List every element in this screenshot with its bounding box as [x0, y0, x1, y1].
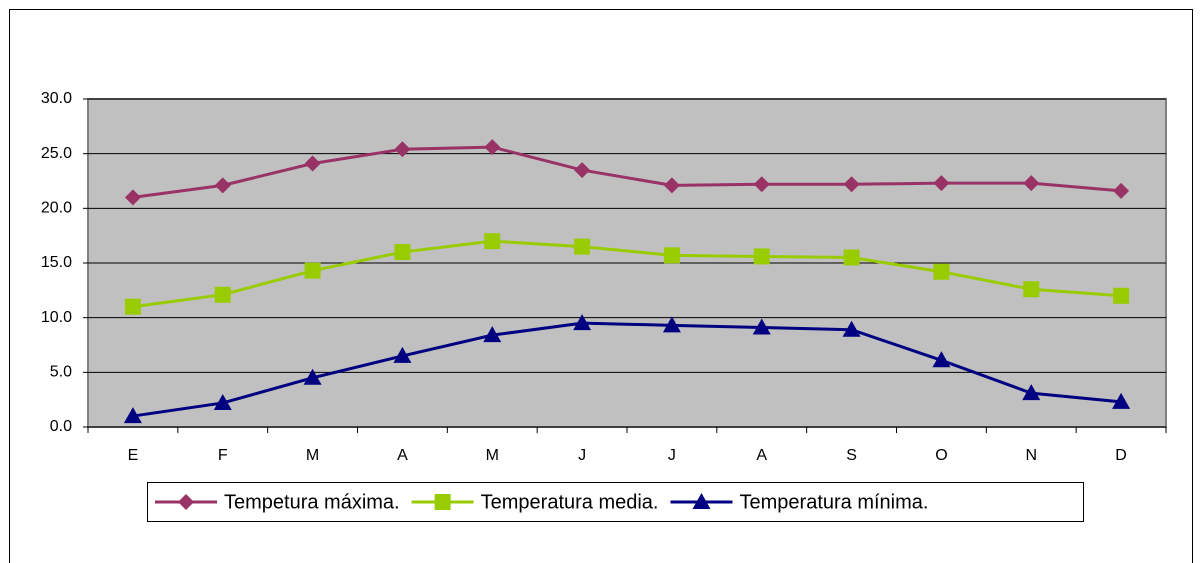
marker — [843, 249, 860, 266]
marker — [484, 233, 501, 250]
x-tick-label: N — [1025, 447, 1037, 464]
x-tick-label: D — [1115, 447, 1127, 464]
marker — [573, 314, 592, 331]
marker — [124, 298, 141, 315]
y-tick-label: 10.0 — [41, 309, 72, 326]
marker — [692, 493, 711, 509]
marker — [1113, 182, 1130, 199]
marker — [394, 244, 411, 261]
marker — [842, 320, 861, 337]
marker — [574, 238, 591, 255]
y-tick-label: 25.0 — [41, 145, 72, 162]
marker — [662, 316, 681, 333]
x-tick-label: F — [218, 447, 228, 464]
legend-box — [147, 482, 1084, 522]
marker — [303, 368, 322, 385]
marker — [1113, 287, 1130, 304]
y-tick-label: 15.0 — [41, 254, 72, 271]
chart-border — [9, 9, 1193, 563]
marker — [663, 247, 680, 264]
marker — [304, 155, 321, 172]
x-tick-label: S — [846, 447, 857, 464]
x-tick-label: M — [486, 447, 499, 464]
x-tick-label: M — [306, 447, 319, 464]
x-tick-label: E — [128, 447, 139, 464]
marker — [124, 189, 141, 206]
marker — [574, 162, 591, 179]
legend-label: Tempetura máxima. — [224, 491, 400, 513]
marker — [1023, 281, 1040, 298]
marker — [434, 494, 451, 510]
y-tick-label: 0.0 — [50, 418, 72, 435]
marker — [214, 286, 231, 303]
x-tick-label: J — [578, 447, 586, 464]
marker — [843, 176, 860, 193]
marker — [753, 176, 770, 193]
marker — [752, 318, 771, 335]
marker — [1023, 175, 1040, 192]
marker — [123, 407, 142, 424]
series-line — [132, 321, 1122, 418]
series-line — [132, 145, 1122, 199]
marker — [753, 248, 770, 265]
marker — [1112, 392, 1131, 409]
y-tick-label: 20.0 — [41, 200, 72, 217]
x-tick-label: O — [935, 447, 947, 464]
marker — [1022, 384, 1041, 401]
marker — [933, 263, 950, 280]
x-tick-label: A — [397, 447, 408, 464]
series-line — [132, 239, 1122, 309]
marker — [178, 494, 194, 510]
legend-label: Temperatura media. — [481, 491, 659, 513]
marker — [394, 141, 411, 158]
y-tick-label: 5.0 — [50, 364, 72, 381]
marker — [214, 177, 231, 194]
y-tick-label: 30.0 — [41, 90, 72, 107]
marker — [932, 351, 951, 368]
x-tick-label: A — [756, 447, 767, 464]
marker — [393, 346, 412, 363]
marker — [213, 393, 232, 410]
marker — [483, 326, 502, 343]
legend-label: Temperatura mínima. — [740, 491, 929, 513]
marker — [663, 177, 680, 194]
x-tick-label: J — [668, 447, 676, 464]
marker — [484, 139, 501, 156]
marker — [304, 262, 321, 279]
marker — [933, 175, 950, 192]
